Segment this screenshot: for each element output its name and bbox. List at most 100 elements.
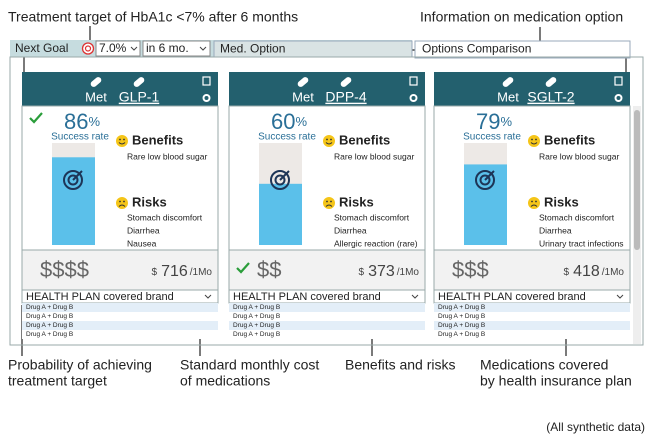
benefit: Rare low blood sugar [127, 151, 207, 161]
drug-name: SGLT-2 [527, 89, 574, 105]
chevron [199, 46, 207, 51]
risk: Diarrhea [334, 225, 367, 235]
pill-icon [545, 77, 557, 87]
cost-symbol: $$$$ [40, 257, 89, 282]
covered-drug: Drug A + Drug B [438, 322, 485, 329]
face-eye [531, 200, 533, 203]
check-mark [236, 262, 250, 274]
risk: Stomach discomfort [127, 212, 203, 222]
risks-title: Risks [339, 194, 374, 209]
face-eye [535, 138, 537, 141]
panel [9, 56, 644, 346]
benefits-title: Benefits [339, 132, 390, 147]
covered-drug: Drug A + Drug B [233, 313, 280, 320]
success-value: 86 [64, 109, 88, 134]
covered-drug: Drug A + Drug B [26, 331, 73, 338]
annotation: of medications [180, 373, 270, 389]
note: (All synthetic data) [546, 420, 645, 434]
cost-row [433, 249, 631, 291]
tab-label: Med. Option [220, 42, 285, 56]
face-eye [123, 200, 125, 203]
face-mouth [530, 142, 538, 145]
cost-row [21, 249, 219, 291]
period-select[interactable] [142, 40, 211, 57]
face-icon [323, 197, 335, 209]
target-icon [479, 174, 491, 186]
annotation: Standard monthly cost [180, 357, 319, 373]
covered-row [434, 330, 630, 339]
target-value: 7.0% [99, 41, 127, 55]
success-bar [464, 164, 507, 245]
covered-drug: Drug A + Drug B [438, 313, 485, 320]
covered-row [22, 321, 218, 330]
tab-active[interactable] [414, 40, 631, 59]
check-mark [29, 112, 43, 124]
card-body [21, 105, 219, 251]
success-unit: % [500, 114, 512, 129]
risk: Urinary tract infections [539, 238, 624, 248]
target-icon [274, 174, 286, 186]
currency: $ [359, 267, 365, 278]
face-mouth [325, 142, 333, 145]
scrollbar-thumb[interactable] [634, 110, 640, 250]
risk: Nausea [127, 238, 157, 248]
chevron [204, 294, 212, 299]
settings-icon [409, 94, 418, 102]
chevron [616, 294, 624, 299]
plan-label: HEALTH PLAN covered brand [438, 291, 586, 303]
period-value: in 6 mo. [146, 41, 189, 55]
annotation: treatment target [8, 373, 107, 389]
covered-row [22, 312, 218, 321]
annotation: Information on medication option [420, 9, 623, 25]
face-icon [323, 135, 335, 147]
pill-icon [133, 77, 145, 87]
success-value: 60 [271, 109, 295, 134]
covered-drug: Drug A + Drug B [26, 313, 73, 320]
face-mouth [325, 204, 333, 207]
risk: Stomach discomfort [539, 212, 615, 222]
cost-unit: /1Mo [190, 267, 213, 278]
card-body [433, 105, 631, 251]
success-unit: % [88, 114, 100, 129]
cost: $418/1Mo [564, 263, 625, 280]
covered-drug: Drug A + Drug B [233, 304, 280, 311]
card-header [229, 72, 425, 106]
face-eye [119, 200, 121, 203]
card-body [228, 105, 426, 251]
success-bar [259, 183, 302, 245]
benefit: Rare low blood sugar [539, 151, 619, 161]
cost-unit: /1Mo [602, 267, 625, 278]
target-arrow [279, 170, 290, 181]
covered-row [229, 312, 425, 321]
success-rate: 86% [64, 109, 100, 134]
delete-icon [614, 76, 623, 86]
annotation: Medications covered [480, 357, 608, 373]
target-arrow [72, 170, 83, 181]
pill-icon [502, 77, 514, 87]
settings-icon [202, 94, 211, 102]
cost: $716/1Mo [152, 263, 213, 280]
covered-drug: Drug A + Drug B [438, 331, 485, 338]
plan-label: HEALTH PLAN covered brand [233, 291, 381, 303]
target-icon [475, 170, 495, 190]
face-eye [123, 138, 125, 141]
pill-icon [90, 77, 102, 87]
target-select[interactable] [95, 40, 141, 57]
annotation: by health insurance plan [480, 373, 632, 389]
cost-value: 716 [161, 263, 188, 280]
delete-icon [409, 76, 418, 86]
cost-unit: /1Mo [397, 267, 420, 278]
covered-row [22, 330, 218, 339]
target-icon [67, 174, 79, 186]
covered-row [229, 330, 425, 339]
success-unit: % [295, 114, 307, 129]
cost-value: 418 [573, 263, 600, 280]
settings-icon [614, 94, 623, 102]
covered-row [434, 312, 630, 321]
benefit: Rare low blood sugar [334, 151, 414, 161]
cost-symbol: $$ [257, 257, 281, 282]
cost-value: 373 [368, 263, 395, 280]
face-mouth [118, 142, 126, 145]
annotation: Probability of achieving [8, 357, 152, 373]
